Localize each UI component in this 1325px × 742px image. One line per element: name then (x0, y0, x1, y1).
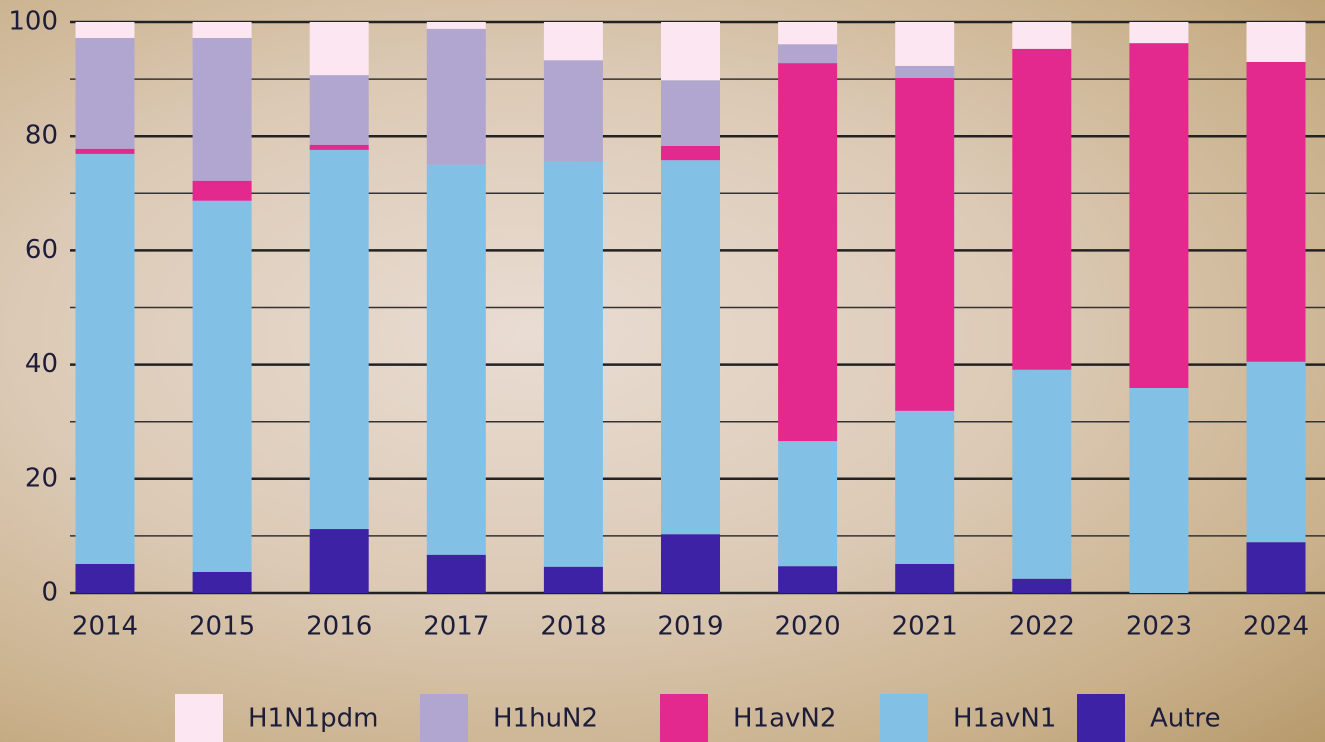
bar-segment (427, 29, 486, 165)
x-tick-label: 2022 (1009, 612, 1075, 642)
legend-swatch (880, 694, 928, 742)
legend-swatch (1077, 694, 1125, 742)
bar-segment (778, 63, 837, 441)
bar-segment (661, 146, 720, 160)
bar-segment (778, 44, 837, 63)
bar-segment (76, 149, 135, 154)
bar-segment (1247, 22, 1306, 62)
x-tick-label: 2017 (423, 612, 489, 642)
bar-segment (1012, 22, 1071, 49)
bar-segment (76, 564, 135, 593)
bar-segment (76, 154, 135, 564)
y-tick-label: 100 (8, 7, 58, 37)
bar-segment (310, 529, 369, 593)
x-tick-label: 2014 (72, 612, 138, 642)
bar-segment (1129, 43, 1188, 388)
x-tick-label: 2020 (775, 612, 841, 642)
bar-segment (778, 441, 837, 566)
bar-segment (427, 555, 486, 593)
legend-swatch (175, 694, 223, 742)
bar-segment (895, 22, 954, 66)
legend-swatch (420, 694, 468, 742)
bar-segment (310, 145, 369, 150)
y-tick-label: 0 (41, 578, 58, 608)
bar-segment (895, 411, 954, 564)
bar-segment (1012, 370, 1071, 579)
y-tick-label: 40 (25, 349, 58, 379)
bar-segment (1012, 579, 1071, 593)
bar-segment (193, 181, 252, 201)
bar-segment (544, 60, 603, 162)
bar-segment (544, 567, 603, 593)
bar-segment (661, 80, 720, 146)
bar-segment (427, 22, 486, 29)
bar-segment (1247, 362, 1306, 542)
bar-segment (310, 75, 369, 145)
bar-segment (193, 38, 252, 181)
x-tick-label: 2019 (657, 612, 723, 642)
x-tick-label: 2016 (306, 612, 372, 642)
bar-segment (895, 66, 954, 78)
bar-segment (778, 22, 837, 44)
legend-label: H1avN1 (953, 704, 1056, 734)
bar-segment (895, 564, 954, 593)
bar-segment (778, 566, 837, 593)
bar-segment (76, 38, 135, 149)
x-tick-label: 2023 (1126, 612, 1192, 642)
bar-segment (895, 78, 954, 411)
bar-segment (1129, 22, 1188, 43)
bar-segment (193, 572, 252, 593)
bar-segment (1247, 62, 1306, 362)
x-tick-label: 2021 (892, 612, 958, 642)
legend-label: H1huN2 (493, 704, 598, 734)
bar-segment (1012, 49, 1071, 370)
bar-segment (661, 534, 720, 593)
x-tick-label: 2015 (189, 612, 255, 642)
legend-label: H1N1pdm (248, 704, 378, 734)
legend-label: Autre (1150, 704, 1221, 734)
bar-segment (1129, 388, 1188, 593)
bar-segment (661, 22, 720, 80)
bar-segment (544, 162, 603, 567)
bar-segment (310, 150, 369, 529)
x-tick-label: 2024 (1243, 612, 1309, 642)
bar-segment (1247, 542, 1306, 593)
legend-label: H1avN2 (733, 704, 836, 734)
bar-segment (661, 160, 720, 534)
y-tick-label: 80 (25, 121, 58, 151)
bar-segment (427, 165, 486, 555)
bar-segment (544, 22, 603, 60)
bar-segment (193, 22, 252, 38)
bar-segment (193, 201, 252, 572)
x-tick-label: 2018 (540, 612, 606, 642)
bar-segment (76, 22, 135, 38)
chart: 0 20 40 60 80 100 2014 2015 2016 2017 2018 2019 2020… (0, 0, 1325, 742)
y-tick-label: 60 (25, 235, 58, 265)
legend-swatch (660, 694, 708, 742)
bar-segment (310, 22, 369, 75)
y-tick-label: 20 (25, 463, 58, 493)
